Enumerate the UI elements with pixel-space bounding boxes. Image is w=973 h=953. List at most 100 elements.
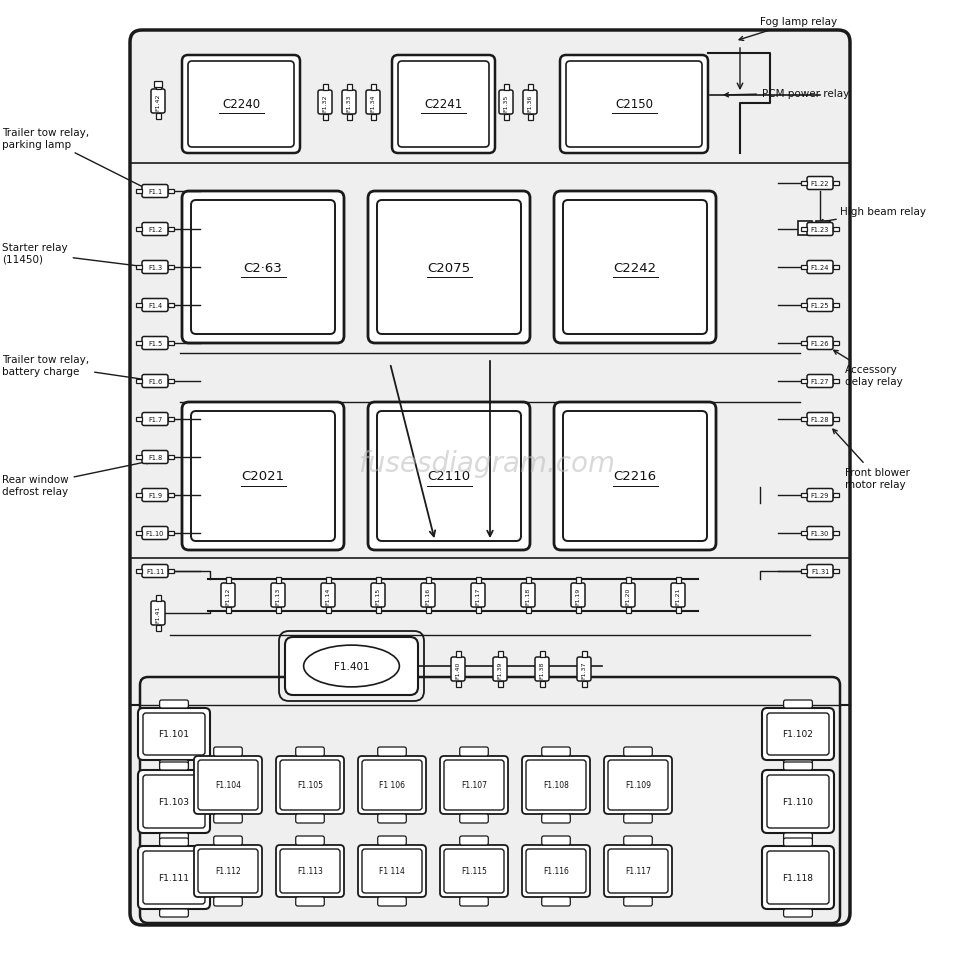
FancyBboxPatch shape — [143, 851, 205, 904]
Bar — [798, 222, 812, 235]
Text: F1.30: F1.30 — [811, 531, 829, 537]
Bar — [626, 578, 631, 583]
Ellipse shape — [304, 645, 399, 687]
Bar — [833, 266, 839, 270]
FancyBboxPatch shape — [182, 402, 344, 551]
FancyBboxPatch shape — [142, 565, 168, 578]
Text: F1.115: F1.115 — [461, 866, 486, 876]
FancyBboxPatch shape — [807, 565, 833, 578]
FancyBboxPatch shape — [783, 909, 812, 917]
FancyBboxPatch shape — [807, 223, 833, 236]
Text: F1.102: F1.102 — [782, 730, 813, 739]
FancyBboxPatch shape — [378, 836, 407, 845]
FancyBboxPatch shape — [807, 489, 833, 502]
Text: F1.8: F1.8 — [148, 455, 162, 460]
Text: F1.116: F1.116 — [543, 866, 569, 876]
FancyBboxPatch shape — [221, 583, 235, 607]
Bar — [801, 228, 807, 232]
Bar — [168, 228, 174, 232]
Bar — [326, 607, 331, 614]
FancyBboxPatch shape — [440, 757, 508, 814]
FancyBboxPatch shape — [143, 775, 205, 828]
FancyBboxPatch shape — [160, 760, 189, 768]
Text: F1.22: F1.22 — [811, 181, 829, 187]
FancyBboxPatch shape — [566, 62, 702, 148]
Text: F1.38: F1.38 — [539, 660, 545, 678]
FancyBboxPatch shape — [499, 91, 513, 115]
Text: F1.12: F1.12 — [226, 587, 231, 604]
FancyBboxPatch shape — [151, 90, 165, 113]
Text: F1.112: F1.112 — [215, 866, 241, 876]
FancyBboxPatch shape — [554, 402, 716, 551]
Text: F1.32: F1.32 — [322, 94, 328, 112]
Bar — [346, 115, 351, 121]
FancyBboxPatch shape — [214, 747, 242, 757]
Bar — [833, 417, 839, 421]
Text: C2150: C2150 — [615, 98, 653, 112]
Bar — [539, 651, 545, 658]
Text: F1.24: F1.24 — [811, 265, 829, 271]
FancyBboxPatch shape — [624, 814, 652, 823]
Bar — [675, 578, 680, 583]
FancyBboxPatch shape — [142, 489, 168, 502]
Bar — [833, 532, 839, 536]
Text: PCM power relay: PCM power relay — [724, 89, 849, 99]
FancyBboxPatch shape — [535, 658, 549, 681]
Bar — [833, 494, 839, 497]
Text: F1.17: F1.17 — [476, 587, 481, 604]
FancyBboxPatch shape — [526, 760, 586, 810]
Bar — [455, 651, 460, 658]
Bar — [168, 379, 174, 384]
FancyBboxPatch shape — [807, 527, 833, 540]
Text: F1.29: F1.29 — [811, 493, 829, 498]
FancyBboxPatch shape — [368, 192, 530, 344]
FancyBboxPatch shape — [807, 177, 833, 191]
Text: F1.107: F1.107 — [461, 781, 487, 790]
FancyBboxPatch shape — [378, 897, 407, 906]
FancyBboxPatch shape — [371, 583, 385, 607]
Text: F1.108: F1.108 — [543, 781, 569, 790]
FancyBboxPatch shape — [142, 337, 168, 350]
Bar — [136, 456, 142, 459]
FancyBboxPatch shape — [362, 760, 422, 810]
FancyBboxPatch shape — [280, 760, 340, 810]
FancyBboxPatch shape — [188, 62, 294, 148]
Bar — [497, 651, 502, 658]
Text: F1.109: F1.109 — [625, 781, 651, 790]
FancyBboxPatch shape — [451, 658, 465, 681]
Text: F1.39: F1.39 — [497, 660, 502, 678]
Text: F1.401: F1.401 — [334, 661, 370, 671]
Text: F1 114: F1 114 — [379, 866, 405, 876]
Text: F1.5: F1.5 — [148, 340, 162, 347]
FancyBboxPatch shape — [138, 846, 210, 909]
Text: F1.7: F1.7 — [148, 416, 162, 422]
Bar — [801, 266, 807, 270]
FancyBboxPatch shape — [198, 760, 258, 810]
Bar — [582, 651, 587, 658]
Text: F1.113: F1.113 — [297, 866, 323, 876]
Bar — [425, 578, 430, 583]
Bar — [168, 190, 174, 193]
Text: F1.41: F1.41 — [156, 604, 161, 622]
FancyBboxPatch shape — [459, 897, 488, 906]
FancyBboxPatch shape — [214, 897, 242, 906]
FancyBboxPatch shape — [560, 56, 708, 153]
FancyBboxPatch shape — [542, 836, 570, 845]
Text: C2216: C2216 — [613, 470, 657, 483]
FancyBboxPatch shape — [214, 814, 242, 823]
Text: C2·63: C2·63 — [243, 261, 282, 274]
FancyBboxPatch shape — [378, 814, 407, 823]
FancyBboxPatch shape — [182, 56, 300, 153]
FancyBboxPatch shape — [392, 56, 495, 153]
Bar — [476, 607, 481, 614]
Text: Front blower
motor relay: Front blower motor relay — [833, 430, 910, 489]
FancyBboxPatch shape — [296, 814, 324, 823]
Bar — [322, 85, 328, 91]
FancyBboxPatch shape — [807, 413, 833, 426]
Bar — [525, 578, 530, 583]
Text: F1.104: F1.104 — [215, 781, 241, 790]
FancyBboxPatch shape — [296, 897, 324, 906]
Text: F1.15: F1.15 — [376, 587, 380, 604]
Bar — [833, 569, 839, 574]
Bar — [833, 228, 839, 232]
